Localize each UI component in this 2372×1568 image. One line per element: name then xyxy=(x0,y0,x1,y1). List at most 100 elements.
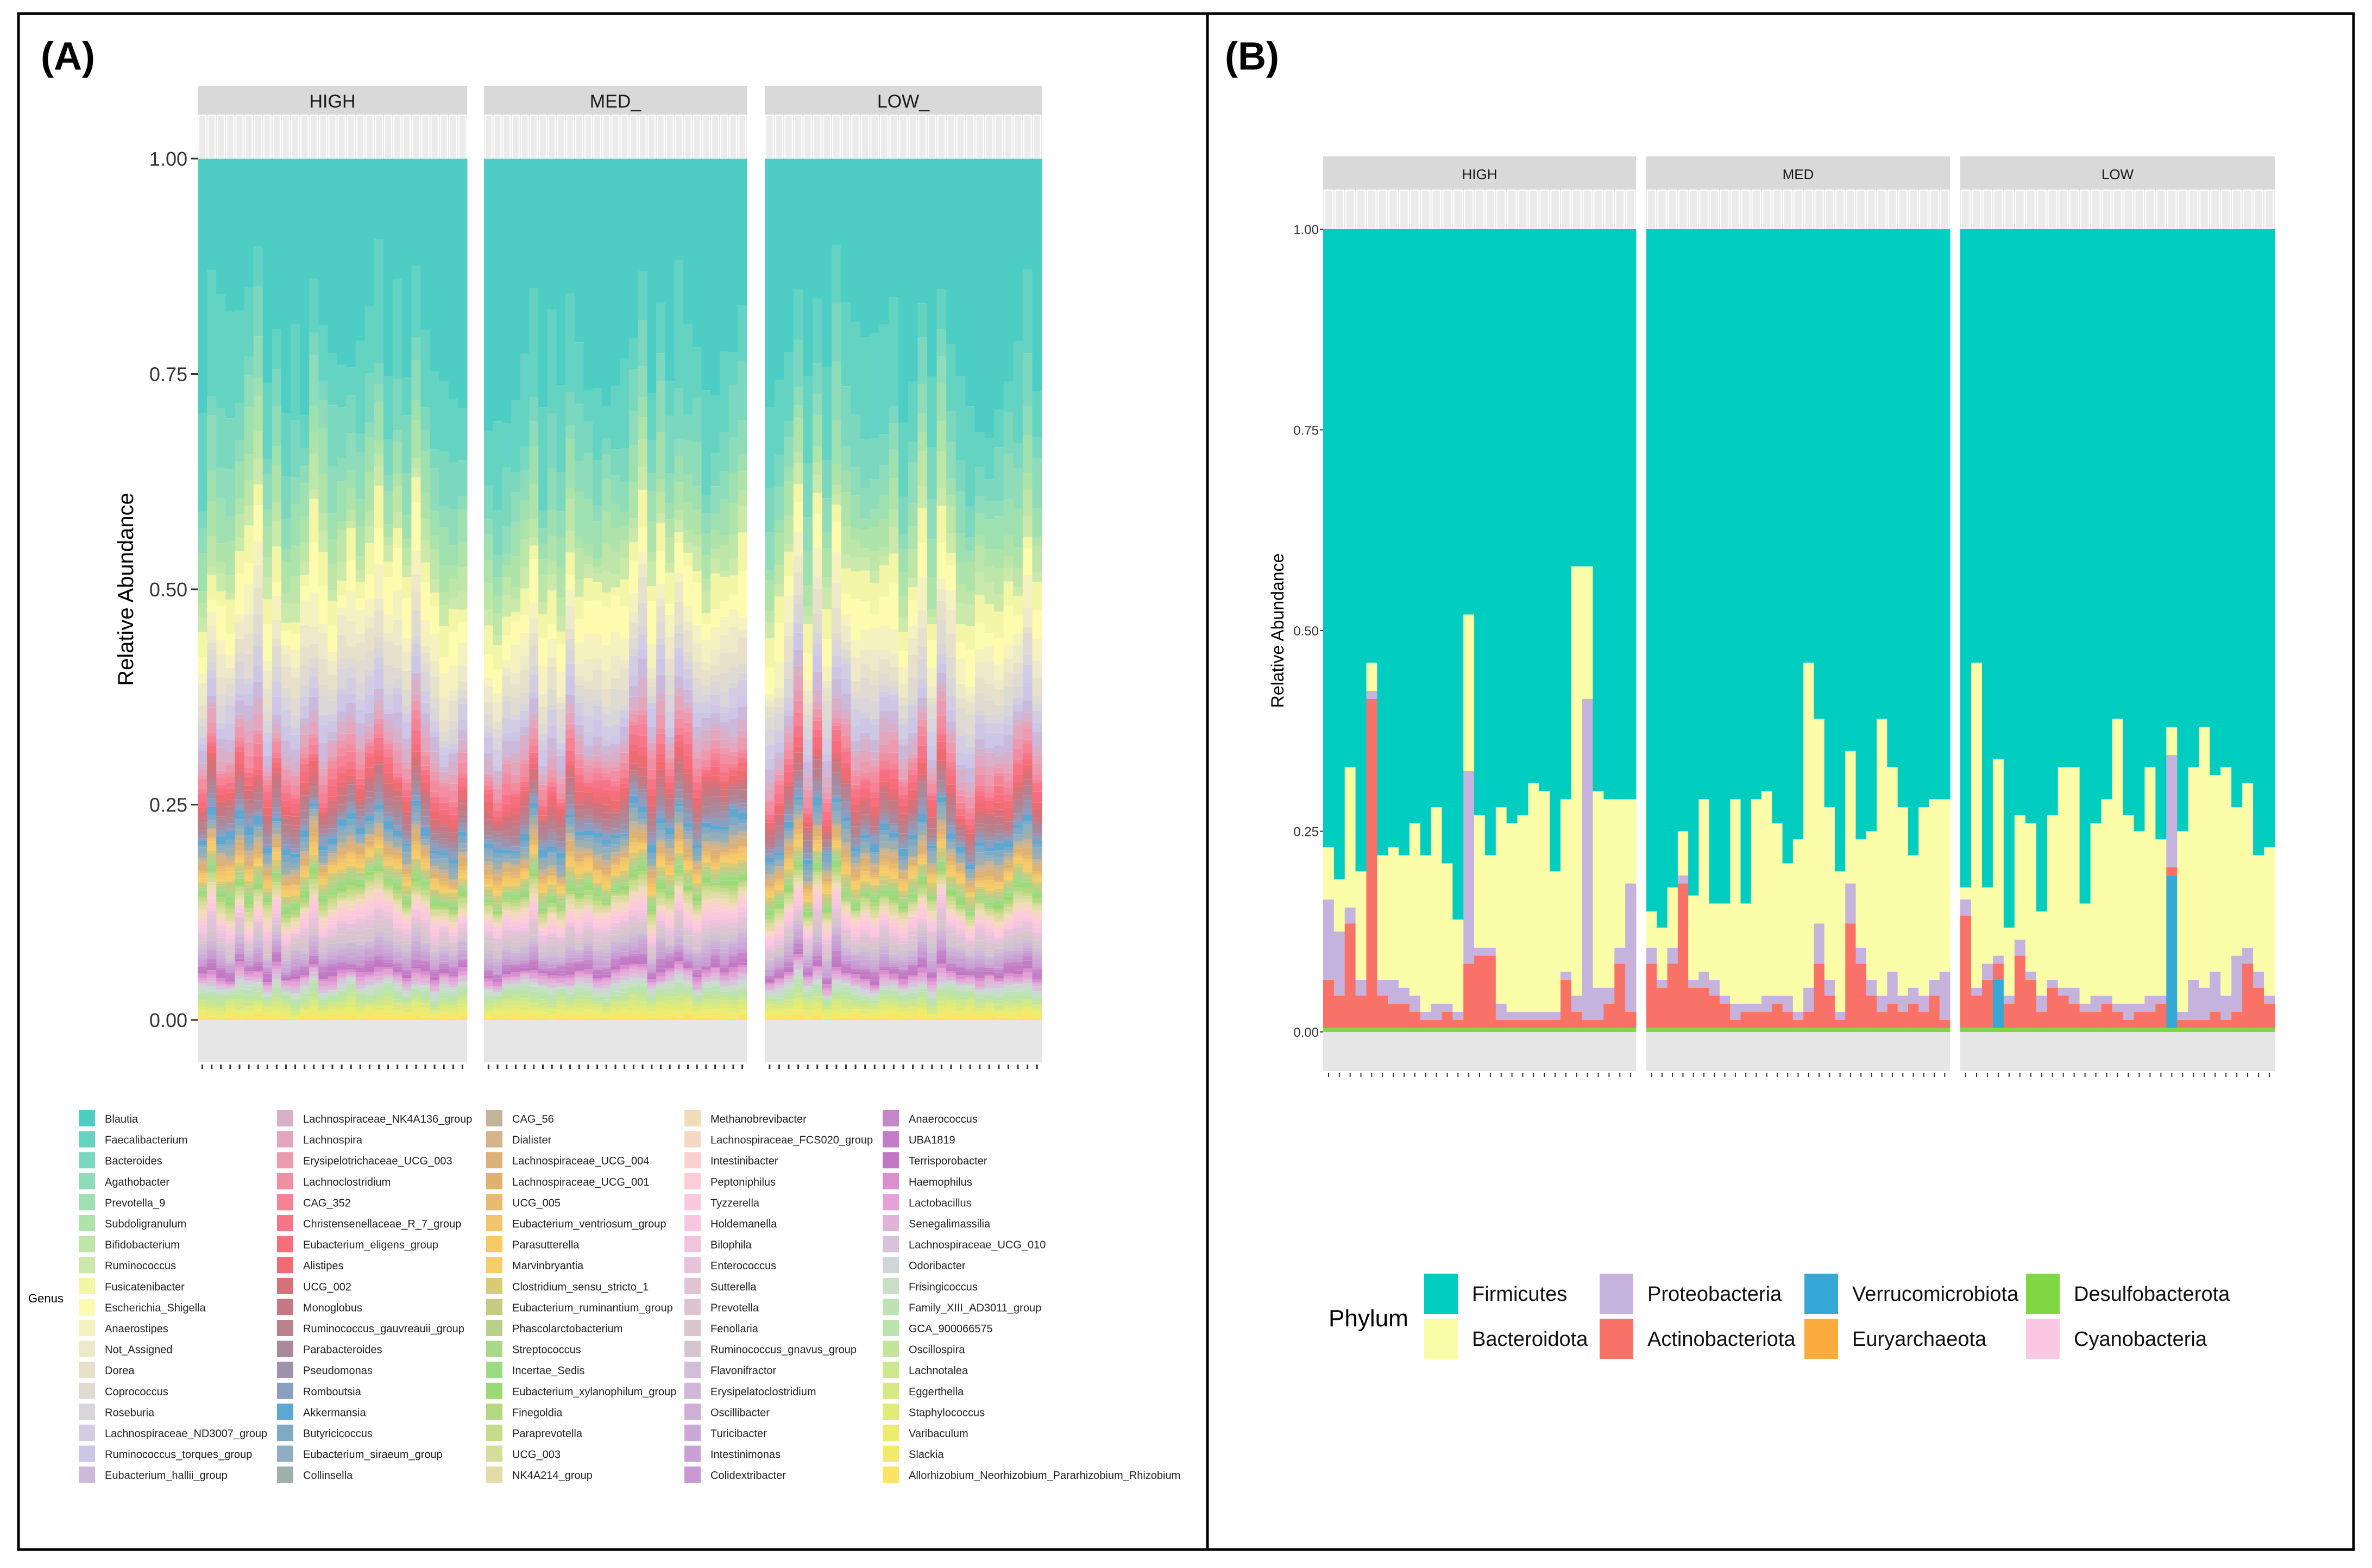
a-stack-segment xyxy=(647,805,657,813)
a-stack-segment xyxy=(281,896,291,899)
a-stack-segment xyxy=(355,859,366,864)
a-stack-segment xyxy=(364,803,375,813)
a-stack-segment xyxy=(402,1000,412,1003)
a-stack-segment xyxy=(420,854,431,857)
a-stack-segment xyxy=(620,639,630,660)
a-stack-segment xyxy=(674,943,684,946)
a-stack-segment xyxy=(484,760,494,774)
a-stack-segment xyxy=(547,876,557,880)
a-stack-segment xyxy=(291,885,300,890)
a-stack-segment xyxy=(611,1006,620,1011)
a-stack-segment xyxy=(629,777,639,783)
a-stack-segment xyxy=(235,700,245,715)
a-stack-segment xyxy=(272,897,282,899)
a-stack-segment xyxy=(674,762,684,773)
a-stack-segment xyxy=(216,954,226,959)
a-stack-segment xyxy=(502,803,512,811)
a-stack-segment xyxy=(383,1000,393,1005)
a-stack-segment xyxy=(300,958,310,960)
a-stack-segment xyxy=(638,992,647,997)
a-stack-segment xyxy=(520,899,530,902)
a-stack-segment xyxy=(448,807,458,815)
a-stack-segment xyxy=(318,808,328,811)
a-stack-segment xyxy=(583,1013,593,1018)
a-stack-segment xyxy=(300,575,310,586)
a-stack-segment xyxy=(383,889,393,891)
a-stack-segment xyxy=(583,805,593,810)
a-stack-segment xyxy=(692,969,702,974)
a-stack-segment xyxy=(337,804,347,810)
a-stack-segment xyxy=(547,833,557,841)
a-stack-segment xyxy=(337,820,347,826)
a-stack-segment xyxy=(411,644,421,656)
a-stack-segment xyxy=(262,893,273,896)
a-stack-segment xyxy=(328,940,338,944)
a-stack-segment xyxy=(430,936,440,940)
a-stack-segment xyxy=(511,886,521,889)
a-stack-segment xyxy=(272,852,282,857)
a-stack-segment xyxy=(502,836,512,840)
a-stack-segment xyxy=(601,772,612,777)
a-stack-segment xyxy=(448,974,458,977)
a-stack-segment xyxy=(565,871,575,877)
a-stack-segment xyxy=(337,859,347,864)
a-stack-segment xyxy=(272,868,282,871)
a-stack-segment xyxy=(420,562,431,583)
a-stack-segment xyxy=(383,491,393,525)
a-stack-segment xyxy=(502,936,512,939)
a-stack-segment xyxy=(383,904,393,907)
a-stack-segment xyxy=(593,948,602,951)
a-stack-segment xyxy=(556,928,566,932)
a-stack-segment xyxy=(493,577,502,596)
a-stack-segment xyxy=(244,912,254,918)
a-stack-segment xyxy=(393,783,402,790)
a-stack-segment xyxy=(629,445,639,482)
a-stack-segment xyxy=(574,977,584,978)
a-stack-segment xyxy=(337,481,347,521)
a-stack-segment xyxy=(272,620,282,639)
a-stack-segment xyxy=(556,907,566,909)
a-stack-segment xyxy=(244,525,254,564)
a-stack-segment xyxy=(272,763,282,767)
a-stack-segment xyxy=(253,858,263,860)
a-stack-segment xyxy=(318,868,328,872)
a-stack-segment xyxy=(309,542,319,593)
a-stack-segment xyxy=(225,929,235,933)
a-stack-segment xyxy=(529,769,539,779)
a-stack-segment xyxy=(346,923,356,929)
a-stack-segment xyxy=(565,750,575,761)
a-stack-segment xyxy=(430,916,440,920)
a-stack-segment xyxy=(701,833,711,835)
a-stack-segment xyxy=(692,874,702,877)
a-stack-segment xyxy=(593,869,602,871)
a-stack-segment xyxy=(364,437,375,472)
a-stack-segment xyxy=(683,755,693,769)
a-stack-segment xyxy=(216,871,226,876)
a-stack-segment xyxy=(593,736,602,745)
a-stack-segment xyxy=(309,977,319,980)
a-stack-segment xyxy=(207,829,217,834)
a-stack-segment xyxy=(629,709,639,714)
a-stack-segment xyxy=(346,784,356,794)
a-stack-segment xyxy=(402,946,412,951)
a-stack-segment xyxy=(225,600,235,634)
a-stack-segment xyxy=(520,967,530,971)
a-stack-segment xyxy=(393,901,402,904)
a-stack-segment xyxy=(538,917,548,922)
a-stack-segment xyxy=(620,913,630,916)
a-stack-segment xyxy=(665,503,675,520)
a-stack-segment xyxy=(683,831,693,835)
a-stack-segment xyxy=(216,723,226,730)
a-stack-segment xyxy=(346,1015,356,1020)
a-stack-segment xyxy=(620,770,630,778)
a-stack-segment xyxy=(439,964,449,967)
a-stack-segment xyxy=(556,885,566,887)
a-stack-segment xyxy=(484,964,494,968)
a-stack-segment xyxy=(225,959,235,961)
a-stack-segment xyxy=(383,713,393,720)
a-stack-segment xyxy=(620,909,630,912)
a-stack-segment xyxy=(593,886,602,889)
a-stack-segment xyxy=(328,833,338,839)
a-stack-segment xyxy=(328,976,338,982)
a-stack-segment xyxy=(337,607,347,615)
